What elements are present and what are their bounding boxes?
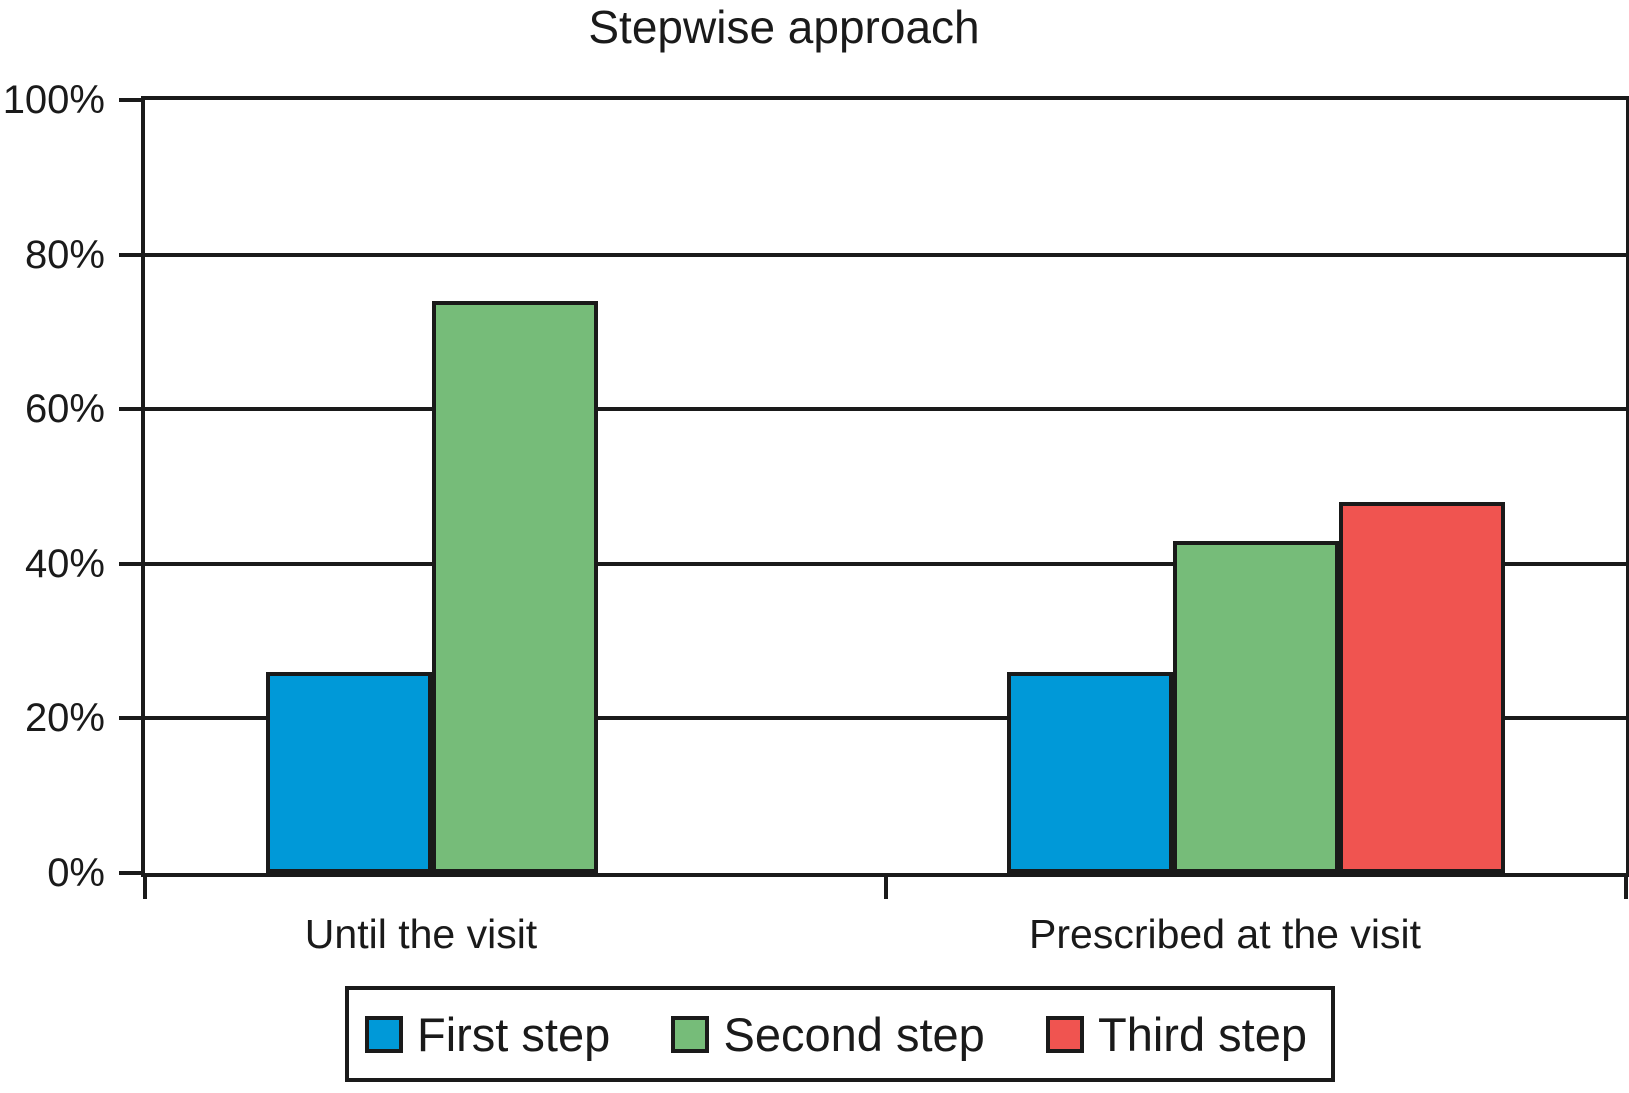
legend-item-first-step: First step	[365, 1011, 610, 1058]
legend-item-second-step: Second step	[671, 1007, 985, 1061]
gridline-60	[145, 407, 1626, 412]
bar-third-step-2	[1339, 502, 1505, 873]
bar-first-step-2	[1007, 672, 1173, 873]
legend: First step Second step Third step	[345, 986, 1335, 1082]
legend-label: Second step	[723, 1007, 985, 1061]
y-axis-label-0: 0%	[47, 851, 105, 895]
y-axis-tick-0	[119, 871, 145, 875]
y-axis-tick-80	[119, 252, 145, 257]
bar-first-step-1	[266, 672, 432, 873]
bar-second-step-1	[432, 301, 598, 873]
legend-swatch-icon	[1046, 1015, 1085, 1053]
bar-second-step-2	[1173, 541, 1339, 873]
y-axis-tick-100	[119, 98, 145, 102]
y-axis-label-20: 20%	[24, 696, 105, 741]
y-axis-label-80: 80%	[24, 232, 105, 277]
legend-swatch-icon	[671, 1015, 710, 1053]
x-axis-tick-1	[883, 873, 888, 899]
chart-title: Stepwise approach	[588, 1, 980, 53]
x-axis-tick-2	[1624, 873, 1628, 899]
y-axis-label-60: 60%	[24, 387, 105, 432]
plot-area	[141, 96, 1629, 877]
y-axis-tick-60	[119, 407, 145, 412]
category-label-2: Prescribed at the visit	[1029, 911, 1421, 957]
y-axis-tick-40	[119, 561, 145, 566]
y-axis-tick-20	[119, 716, 145, 721]
y-axis-label-100: 100%	[2, 78, 105, 122]
y-axis-label-40: 40%	[24, 541, 105, 586]
x-axis-tick-0	[143, 873, 147, 899]
gridline-20	[145, 716, 1626, 721]
gridline-40	[145, 561, 1626, 566]
legend-swatch-icon	[365, 1015, 403, 1053]
legend-label: Third step	[1098, 1007, 1307, 1061]
category-label-1: Until the visit	[304, 911, 538, 957]
legend-item-third-step: Third step	[1046, 1011, 1307, 1058]
gridline-80	[145, 252, 1626, 257]
legend-label: First step	[417, 1007, 611, 1061]
